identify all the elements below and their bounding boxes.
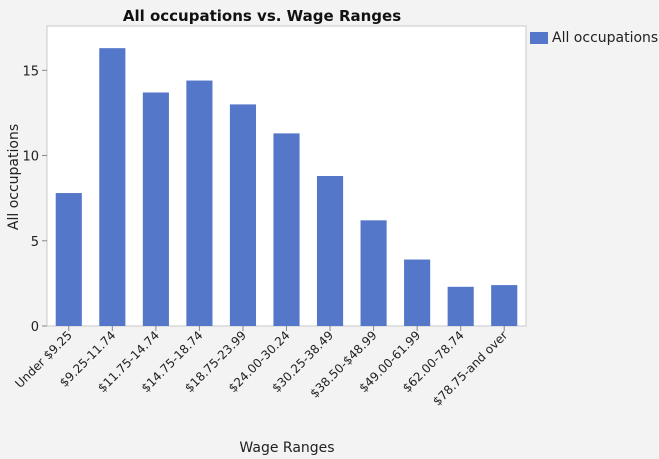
bar: [273, 133, 300, 326]
bar: [55, 193, 82, 326]
bar: [186, 80, 213, 326]
bar: [229, 104, 257, 326]
y-axis-label: All occupations: [6, 124, 22, 230]
x-tick-label: $78.75-and over: [430, 328, 510, 408]
chart-title: All occupations vs. Wage Ranges: [123, 7, 401, 25]
y-tick-label: 10: [22, 150, 39, 165]
bar: [404, 259, 431, 326]
bar: [491, 285, 518, 326]
bars: [55, 48, 518, 327]
y-tick-label: 0: [31, 320, 39, 335]
legend: All occupations: [530, 30, 658, 46]
bar: [316, 176, 344, 326]
legend-label: All occupations: [552, 30, 659, 46]
bar: [447, 286, 474, 326]
y-tick-label: 15: [22, 64, 39, 79]
x-axis: Under $9.25$9.25-11.74$11.75-14.74$14.75…: [12, 326, 510, 408]
y-tick-label: 5: [31, 235, 39, 250]
bar: [142, 92, 169, 327]
y-axis: 0 5 10 15: [22, 64, 47, 335]
legend-swatch: [530, 32, 548, 44]
bar: [99, 48, 126, 327]
x-axis-label: Wage Ranges: [239, 440, 334, 456]
bar: [360, 220, 387, 326]
